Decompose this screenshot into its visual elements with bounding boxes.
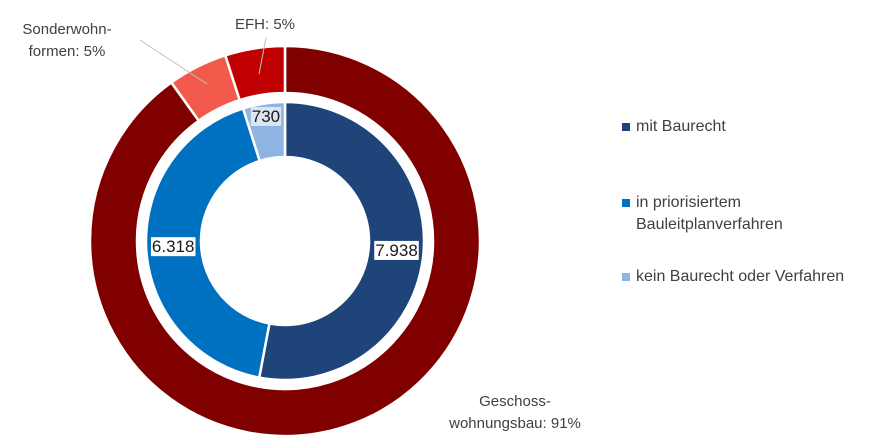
data-label: Sonderwohn-formen: 5%: [22, 21, 111, 60]
label-line: kein Baurecht oder Verfahren: [636, 268, 844, 285]
legend-swatch: [622, 123, 630, 131]
data-label: 730: [252, 107, 280, 126]
label-line: wohnungsbau: 91%: [448, 415, 581, 432]
legend-swatch: [622, 199, 630, 207]
label-bg: [250, 106, 282, 126]
donut-segment: [257, 100, 426, 382]
legend-label: kein Baurecht oder Verfahren: [636, 268, 844, 285]
legend-label: in priorisiertem Bauleitplanverfahren: [636, 194, 783, 233]
donut-segment: [144, 106, 271, 380]
label-line: formen: 5%: [29, 43, 106, 60]
data-label: 6.318: [152, 237, 195, 256]
legend-swatch: [622, 273, 630, 281]
data-label: Geschoss-wohnungsbau: 91%: [448, 393, 581, 432]
data-label: EFH: 5%: [235, 16, 295, 33]
label-line: Bauleitplanverfahren: [636, 216, 783, 233]
donut-segment: [88, 44, 482, 436]
data-label: 7.938: [375, 241, 418, 260]
leader-line: [258, 37, 267, 75]
label-line: EFH: 5%: [235, 16, 295, 33]
label-line: Sonderwohn-: [22, 21, 111, 38]
label-bg: [374, 240, 419, 260]
leader-line: [139, 39, 208, 85]
label-line: Geschoss-: [479, 393, 551, 410]
donut-segment: [223, 44, 287, 102]
label-line: in priorisiertem: [636, 194, 741, 211]
legend-label: mit Baurecht: [636, 118, 726, 135]
label-bg: [150, 237, 196, 257]
label-line: mit Baurecht: [636, 118, 726, 135]
